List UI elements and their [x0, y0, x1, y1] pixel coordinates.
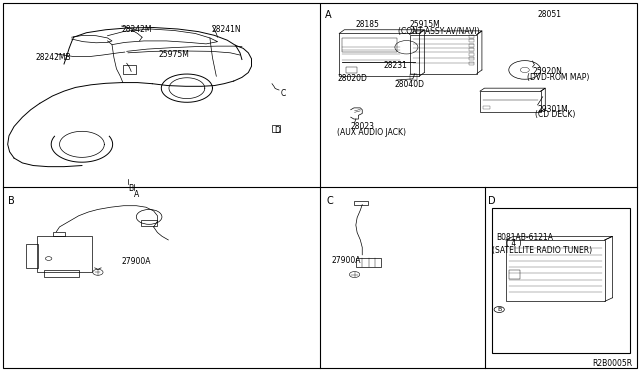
Bar: [272, 125, 280, 132]
Text: (DVD-ROM MAP): (DVD-ROM MAP): [527, 73, 589, 81]
Bar: [53, 232, 65, 236]
Bar: [483, 106, 490, 109]
Text: 27900A: 27900A: [332, 256, 361, 265]
Text: (AUX AUDIO JACK): (AUX AUDIO JACK): [337, 128, 406, 137]
Text: 25915M: 25915M: [410, 20, 440, 29]
Text: (CONT ASSY-AV/NAVI): (CONT ASSY-AV/NAVI): [398, 27, 480, 36]
Text: 28185: 28185: [355, 20, 379, 29]
Text: 28231: 28231: [384, 61, 408, 70]
Text: B081AB-6121A: B081AB-6121A: [496, 232, 553, 241]
Text: C: C: [326, 196, 333, 206]
Bar: [469, 57, 474, 60]
Bar: [26, 244, 38, 268]
Text: (CD DECK): (CD DECK): [535, 110, 575, 119]
Bar: [469, 62, 474, 65]
Text: 28242M: 28242M: [122, 25, 152, 34]
Text: 25975M: 25975M: [159, 50, 189, 59]
Bar: [506, 240, 605, 301]
Text: A: A: [134, 190, 140, 199]
Bar: [342, 38, 397, 52]
Bar: [469, 48, 474, 51]
Text: 28040D: 28040D: [394, 80, 424, 89]
Bar: [346, 67, 357, 73]
Bar: [356, 258, 381, 267]
Bar: [492, 208, 630, 353]
Bar: [410, 74, 417, 80]
Bar: [509, 270, 520, 279]
Text: R2B0005R: R2B0005R: [592, 359, 632, 368]
Text: C: C: [280, 89, 285, 98]
Bar: [410, 35, 477, 74]
Text: 28020D: 28020D: [337, 74, 367, 83]
Text: B: B: [128, 184, 133, 193]
Bar: [44, 270, 79, 277]
Text: 28051: 28051: [538, 10, 562, 19]
Bar: [123, 65, 136, 74]
Bar: [480, 91, 541, 112]
Bar: [37, 236, 92, 272]
Bar: [354, 201, 368, 205]
Text: 28242MB: 28242MB: [35, 53, 71, 62]
Bar: [469, 44, 474, 47]
Text: B: B: [8, 196, 15, 206]
Text: D: D: [488, 196, 495, 206]
Text: A: A: [324, 10, 331, 20]
Text: (SATELLITE RADIO TUNER): (SATELLITE RADIO TUNER): [492, 246, 591, 254]
Text: 25920N: 25920N: [532, 67, 563, 76]
Text: 27900A: 27900A: [122, 257, 151, 266]
Bar: [339, 33, 419, 76]
Text: ( 4 ): ( 4 ): [506, 239, 521, 248]
Bar: [469, 53, 474, 56]
Text: 28241N: 28241N: [211, 25, 241, 34]
Bar: [469, 39, 474, 42]
Bar: [141, 220, 157, 226]
Bar: [469, 35, 474, 38]
Text: 28023: 28023: [350, 122, 374, 131]
Text: D: D: [274, 126, 280, 135]
Text: B: B: [497, 307, 501, 312]
Text: 29301M: 29301M: [538, 105, 568, 114]
